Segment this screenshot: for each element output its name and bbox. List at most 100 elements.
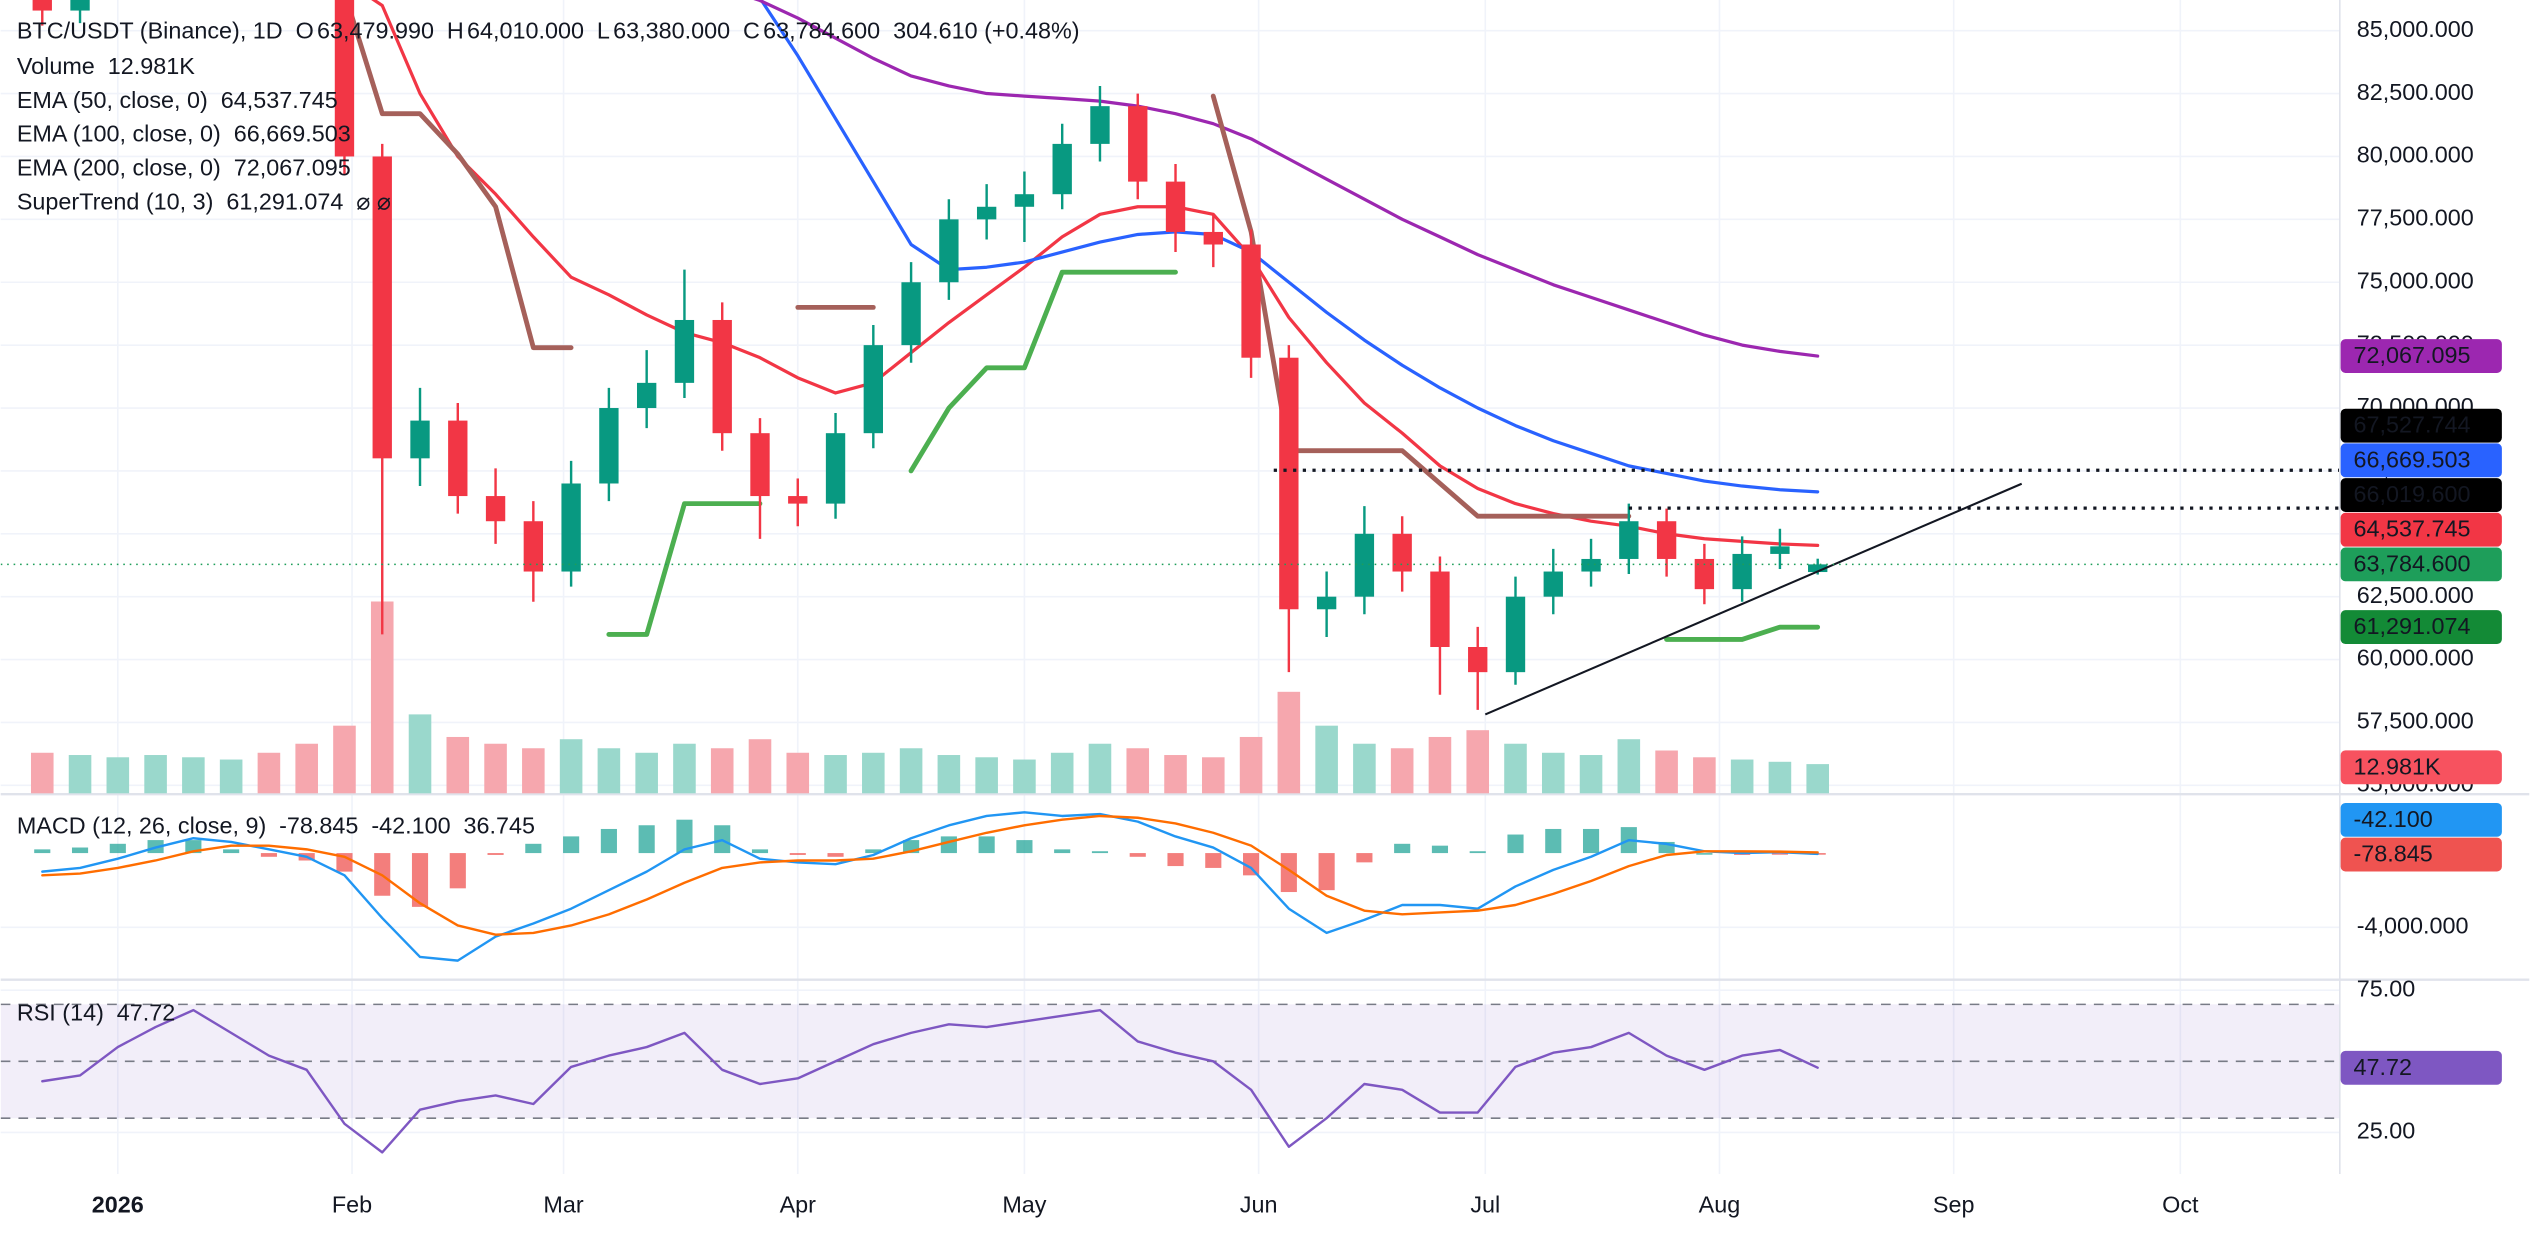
legend: BTC/USDT (Binance), 1D O 63,479.990 H 64,010… [17, 17, 1080, 1025]
y-tick-label: 85,000.000 [2357, 16, 2474, 42]
legend-glyphs: ⌀ ⌀ [356, 188, 391, 214]
price-badge-label: 47.72 [2354, 1054, 2413, 1080]
macd-histogram-bar [1696, 853, 1713, 855]
candle-body [1279, 357, 1299, 610]
candle-body [599, 408, 619, 484]
x-tick-label: Aug [1699, 1191, 1741, 1217]
candle-body [1354, 533, 1375, 597]
macd-histogram-bar [487, 853, 504, 855]
price-badge-label: 12.981K [2354, 753, 2441, 779]
volume-bar [635, 752, 658, 794]
macd-histogram-bar [940, 836, 957, 854]
candle-body [1694, 558, 1715, 590]
candle-body [334, 0, 355, 157]
legend-change: 304.610 (+0.48%) [893, 17, 1079, 43]
price-badge-label: 67,527.744 [2354, 412, 2471, 438]
signal-line [41, 814, 1819, 936]
volume-bar [1466, 730, 1490, 794]
volume-bar [1239, 736, 1263, 794]
macd-histogram-bar [1356, 853, 1373, 863]
volume-bar [1730, 759, 1754, 794]
candle-body [372, 156, 392, 459]
volume-bar [333, 725, 356, 794]
price-badge-label: -78.845 [2354, 841, 2433, 867]
legend-title: BTC/USDT (Binance), 1D [17, 17, 283, 43]
volume-bar [1013, 759, 1036, 794]
price-pane [0, 0, 2339, 794]
volume-bar [106, 757, 130, 794]
price-badge [2340, 1050, 2502, 1085]
macd-histogram-bar [1167, 853, 1184, 867]
candle-body [485, 496, 506, 522]
candle-body [712, 319, 732, 434]
price-badge [2340, 339, 2502, 373]
macd-histogram-bar [1205, 853, 1222, 868]
price-badge-label: 66,019.600 [2354, 481, 2471, 507]
legend-key: C [743, 17, 760, 43]
volume-bar [446, 736, 470, 794]
x-tick-label: May [1002, 1191, 1046, 1217]
volume-bar [30, 752, 54, 794]
volume-bar [597, 748, 621, 794]
y-tick-label: 75,000.000 [2357, 267, 2474, 293]
volume-bar [1164, 755, 1187, 794]
supertrend-up [606, 501, 763, 637]
price-badges: 61,291.074 63,784.600 64,537.745 66,019.600… [2340, 339, 2502, 1085]
price-badge [2340, 547, 2502, 582]
macd-histogram-bar [71, 847, 89, 854]
macd-histogram-bar [563, 836, 580, 854]
macd-histogram-bar [1431, 845, 1449, 854]
candle-body [1392, 533, 1412, 572]
volume-bar [975, 757, 998, 794]
macd-histogram-bar [109, 843, 126, 854]
macd-histogram-bar [223, 849, 240, 854]
macd-histogram-bar [525, 843, 542, 854]
x-tick-label: Jun [1240, 1191, 1278, 1217]
y-tick-label: 62,500.000 [2357, 582, 2474, 608]
volume-bar [484, 743, 507, 794]
supertrend-up [1664, 624, 1821, 642]
macd-histogram-bar [865, 849, 882, 854]
volume-bar [786, 752, 810, 794]
volume-bar [862, 752, 885, 794]
volume-bar [68, 755, 92, 794]
volume-bar [1541, 752, 1565, 794]
macd-histogram-bar [1545, 828, 1562, 854]
legend-value: 63,784.600 [763, 17, 880, 43]
legend-value: 64,537.745 [221, 87, 338, 113]
rsi-pane [0, 1003, 2339, 1154]
x-tick-label: Apr [780, 1191, 817, 1217]
volume-bar [899, 748, 923, 794]
volume-bar [748, 739, 772, 794]
legend-value: -42.100 [371, 812, 450, 838]
y-tick-label: 77,500.000 [2357, 205, 2474, 231]
candle-body [863, 345, 883, 434]
volume-bar [144, 755, 167, 794]
candle-body [1128, 106, 1148, 182]
volume-bar [1277, 691, 1301, 794]
rsi-tick-label: 75.00 [2357, 975, 2415, 1001]
trend-line [1484, 482, 2023, 716]
legend-value: 63,479.990 [317, 17, 434, 43]
x-tick-label: Jul [1470, 1191, 1500, 1217]
candle-body [1430, 571, 1450, 648]
price-badge [2340, 443, 2502, 478]
macd-histogram-bar [1469, 851, 1486, 854]
candle-body [1203, 231, 1223, 245]
volume-bar [1315, 725, 1338, 794]
price-badge-label: 64,537.745 [2354, 516, 2471, 542]
volume-bar [1390, 748, 1414, 794]
volume-bar [1050, 752, 1074, 794]
x-tick-label: Sep [1933, 1191, 1975, 1217]
candle-body [1090, 106, 1110, 144]
x-tick-label: Mar [543, 1191, 583, 1217]
price-badge-label: 72,067.095 [2354, 342, 2471, 368]
candle-body [1770, 546, 1790, 554]
macd-histogram-bar [260, 853, 277, 857]
supertrend-down [344, 0, 574, 351]
candle-body [1505, 596, 1526, 673]
price-badge [2340, 610, 2502, 645]
x-tick-label: Oct [2162, 1191, 2199, 1217]
y-tick-label: 82,500.000 [2357, 79, 2474, 105]
